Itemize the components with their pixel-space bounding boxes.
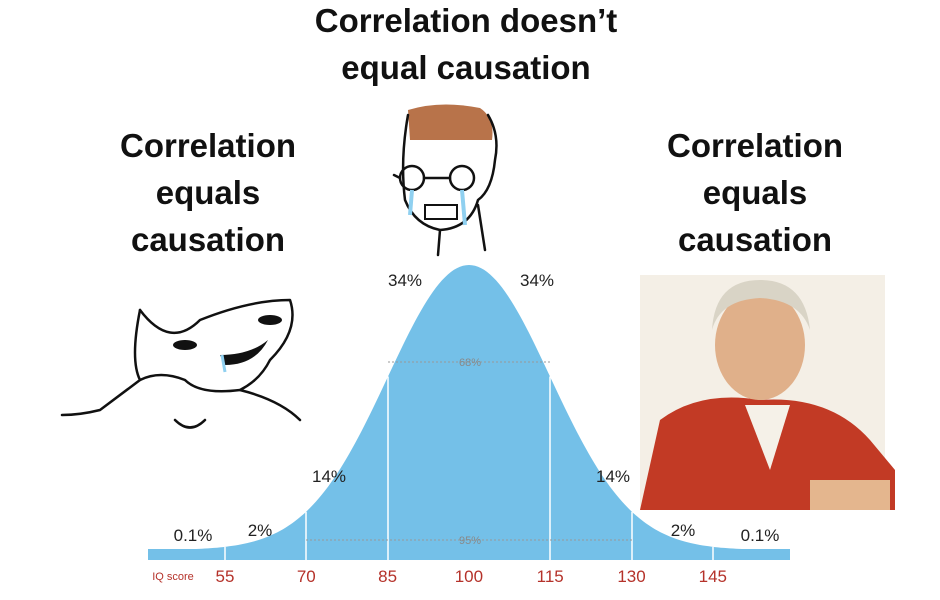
curve-base (148, 549, 790, 560)
crying-wojak (392, 104, 498, 257)
tick-label: 100 (455, 567, 483, 586)
segment-label: 0.1% (174, 526, 213, 545)
segment-label: 2% (248, 521, 273, 540)
caption-line: equals (703, 174, 808, 211)
caption-line: Correlation doesn’t (315, 2, 618, 39)
tick-label: 85 (378, 567, 397, 586)
segment-label: 14% (596, 467, 630, 486)
tick-label: 70 (297, 567, 316, 586)
segment-label: 34% (520, 271, 554, 290)
caption-line: equals (156, 174, 261, 211)
range-label: 68% (459, 357, 481, 369)
tick-label: 55 (216, 567, 235, 586)
segment-label: 34% (388, 271, 422, 290)
tick-label: 115 (537, 567, 564, 586)
tick-label: 145 (699, 567, 727, 586)
segment-label: 0.1% (741, 526, 780, 545)
axis-label: IQ score (152, 571, 194, 583)
caption-line: causation (678, 221, 832, 258)
dividers (224, 376, 714, 560)
caption-line: equal causation (341, 49, 590, 86)
brainlet-wojak (60, 298, 302, 429)
bell-curve (148, 265, 790, 550)
range-label: 95% (459, 535, 481, 547)
portrait (640, 275, 895, 510)
tick-label: 130 (617, 567, 645, 586)
segment-label: 14% (312, 467, 346, 486)
caption-line: Correlation (667, 127, 843, 164)
caption-line: causation (131, 221, 285, 258)
caption-line: Correlation (120, 127, 296, 164)
segment-label: 2% (671, 521, 696, 540)
